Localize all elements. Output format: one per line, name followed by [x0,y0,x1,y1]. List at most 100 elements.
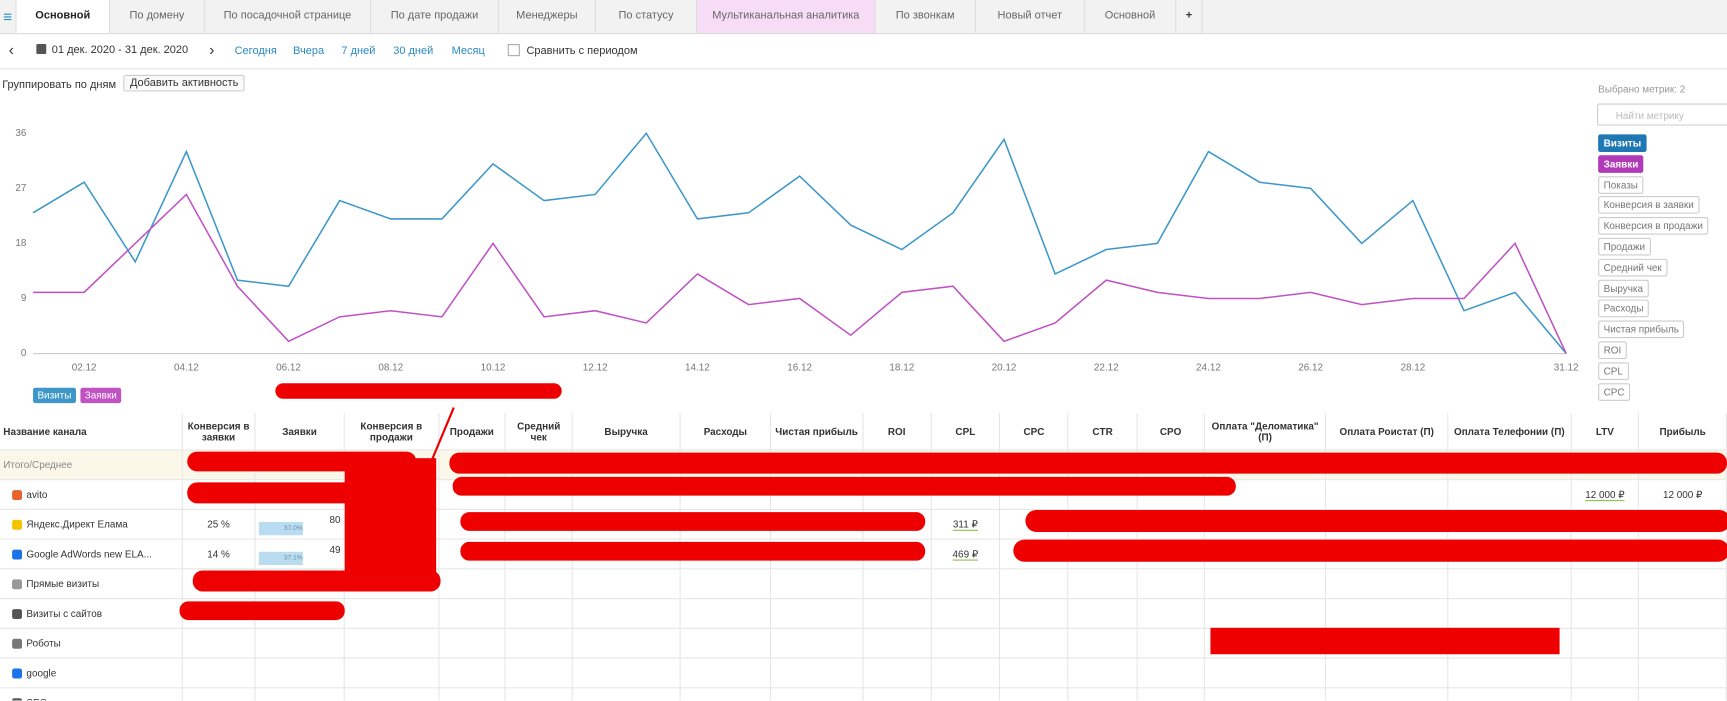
metric-chip[interactable]: Продажи [1598,237,1651,256]
metric-chip[interactable]: CPC [1598,382,1631,401]
cell [1447,509,1572,540]
metric-chip[interactable]: CPL [1598,362,1629,380]
tab[interactable]: Менеджеры [499,0,596,34]
tab[interactable]: По домену [110,0,205,34]
metric-chip[interactable]: ROI [1598,341,1627,360]
metric-chip[interactable]: Показы [1598,175,1644,194]
metric-chip[interactable]: Заявки [1598,155,1644,173]
cell [1136,687,1205,701]
calendar-icon [36,44,47,54]
cell [1570,509,1640,540]
legend-item[interactable]: Заявки [80,387,122,404]
channel-name: Визиты с сайтов [26,607,103,619]
tab[interactable]: По дате продажи [371,0,499,34]
cell [572,539,681,570]
prev-arrow[interactable]: ‹ [8,40,14,59]
cell [1068,598,1138,629]
metric-chip[interactable]: Выручка [1598,279,1649,297]
cell [505,687,573,701]
cell [1325,509,1449,540]
metric-chip[interactable]: Конверсия в продажи [1598,217,1709,235]
metric-search[interactable]: Найти метрику [1597,103,1727,126]
cell [1447,628,1572,659]
cell [1204,509,1327,540]
legend-item[interactable]: Визиты [33,387,76,404]
metric-chip[interactable]: Визиты [1598,134,1647,152]
cell [999,628,1069,659]
cell [344,628,439,659]
x-tick-label: 31.12 [1554,362,1579,373]
tab[interactable]: По звонкам [876,0,976,34]
cell [182,687,256,701]
cell [1136,539,1205,570]
cell: Яндекс.Директ Елама [0,509,183,540]
preset[interactable]: Сегодня [234,45,277,58]
cell [1325,598,1449,629]
add-activity[interactable]: Добавить активность [123,74,245,92]
column-header: Конверсия в заявки [182,413,256,451]
cell-value: 80 [329,513,341,525]
cell: 25 % [182,509,256,540]
cell [1068,479,1138,510]
next-arrow[interactable]: › [209,40,215,59]
cell [254,658,345,689]
x-tick-label: 02.12 [72,362,97,373]
cell [680,568,772,600]
cell-value: 469 ₽ [952,547,979,561]
tab[interactable]: По статусу [596,0,698,34]
cell [572,687,681,701]
cell [1325,479,1449,510]
channel-icon [12,698,23,701]
channel-name: google [26,667,57,679]
table-row: SEO [0,687,1727,701]
y-tick-label: 0 [21,348,27,359]
cell [1068,509,1138,540]
cell [862,509,932,540]
cell [680,598,772,629]
cell [505,598,573,629]
metric-chip[interactable]: Средний чек [1598,258,1668,277]
tab[interactable]: Мультиканальная аналитика [697,0,876,34]
cell [572,658,681,689]
metric-chip[interactable]: Конверсия в заявки [1598,196,1700,215]
add-tab[interactable]: + [1176,0,1203,34]
cell [505,568,573,600]
cell [254,449,345,481]
cell [862,449,932,481]
tab[interactable]: Основной [16,0,111,34]
column-header: Расходы [680,413,772,451]
cell [344,539,439,570]
column-header: Выручка [572,413,681,451]
cell [680,479,772,510]
date-range[interactable]: 01 дек. 2020 - 31 дек. 2020 [51,44,189,57]
preset[interactable]: 7 дней [341,45,376,58]
cell [999,658,1069,689]
compare-checkbox[interactable] [507,44,520,57]
cell [1136,479,1205,510]
cell [770,539,864,570]
cell: Визиты с сайтов [0,598,183,629]
metric-chip[interactable]: Расходы [1598,300,1649,318]
cell [1068,568,1138,600]
x-tick-label: 06.12 [276,362,301,373]
cell [680,658,772,689]
tab[interactable]: Новый отчет [976,0,1085,34]
cell [1136,598,1205,629]
x-tick-label: 26.12 [1298,362,1323,373]
menu-icon[interactable]: ≡ [0,0,17,34]
cell [680,509,772,540]
preset[interactable]: Месяц [451,45,485,58]
preset[interactable]: Вчера [292,45,325,58]
cell [1204,598,1327,629]
column-header: Прибыль [1638,413,1727,451]
x-tick-label: 24.12 [1196,362,1221,373]
tab[interactable]: Основной [1085,0,1177,34]
metric-chip[interactable]: Чистая прибыль [1598,320,1685,339]
compare-label[interactable]: Сравнить с периодом [526,45,638,58]
cell [1570,598,1640,629]
table-row: Визиты с сайтов [0,598,1727,629]
tab[interactable]: По посадочной странице [205,0,372,34]
group-by[interactable]: Группировать по дням [2,79,117,92]
preset[interactable]: 30 дней [393,45,434,58]
cell [572,509,681,540]
